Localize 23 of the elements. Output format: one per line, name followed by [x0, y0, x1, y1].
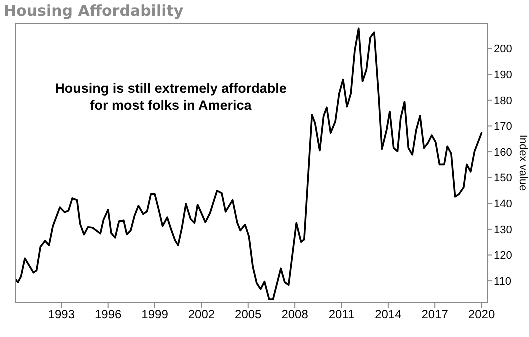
x-tick-label: 1999 [142, 308, 169, 322]
x-tick-label: 2014 [375, 308, 402, 322]
y-tick-label: 160 [494, 146, 512, 159]
x-tick-label: 2002 [188, 308, 216, 322]
x-tick-label: 1993 [48, 308, 76, 322]
y-axis-title: Index value [517, 134, 529, 192]
x-tick-label: 1996 [95, 308, 122, 322]
y-tick-label: 190 [494, 70, 512, 82]
y-tick-label: 120 [494, 250, 512, 262]
y-tick-label: 110 [494, 276, 512, 288]
x-tick-label: 2020 [468, 308, 496, 322]
x-tick-label: 2017 [422, 308, 449, 322]
y-tick-label: 200 [494, 44, 512, 56]
x-tick-label: 2005 [235, 308, 262, 322]
y-tick-label: 130 [494, 224, 512, 236]
y-tick-label: 180 [494, 95, 512, 108]
x-tick-label: 2011 [328, 308, 355, 322]
x-tick-label: 2008 [282, 308, 309, 322]
y-tick-label: 140 [494, 198, 512, 211]
chart-title: Housing Affordability [4, 2, 184, 20]
y-tick-label: 170 [494, 121, 512, 134]
annotation: Housing is still extremely affordable for most folks in America [54, 80, 288, 114]
y-tick-label: 150 [494, 172, 512, 185]
